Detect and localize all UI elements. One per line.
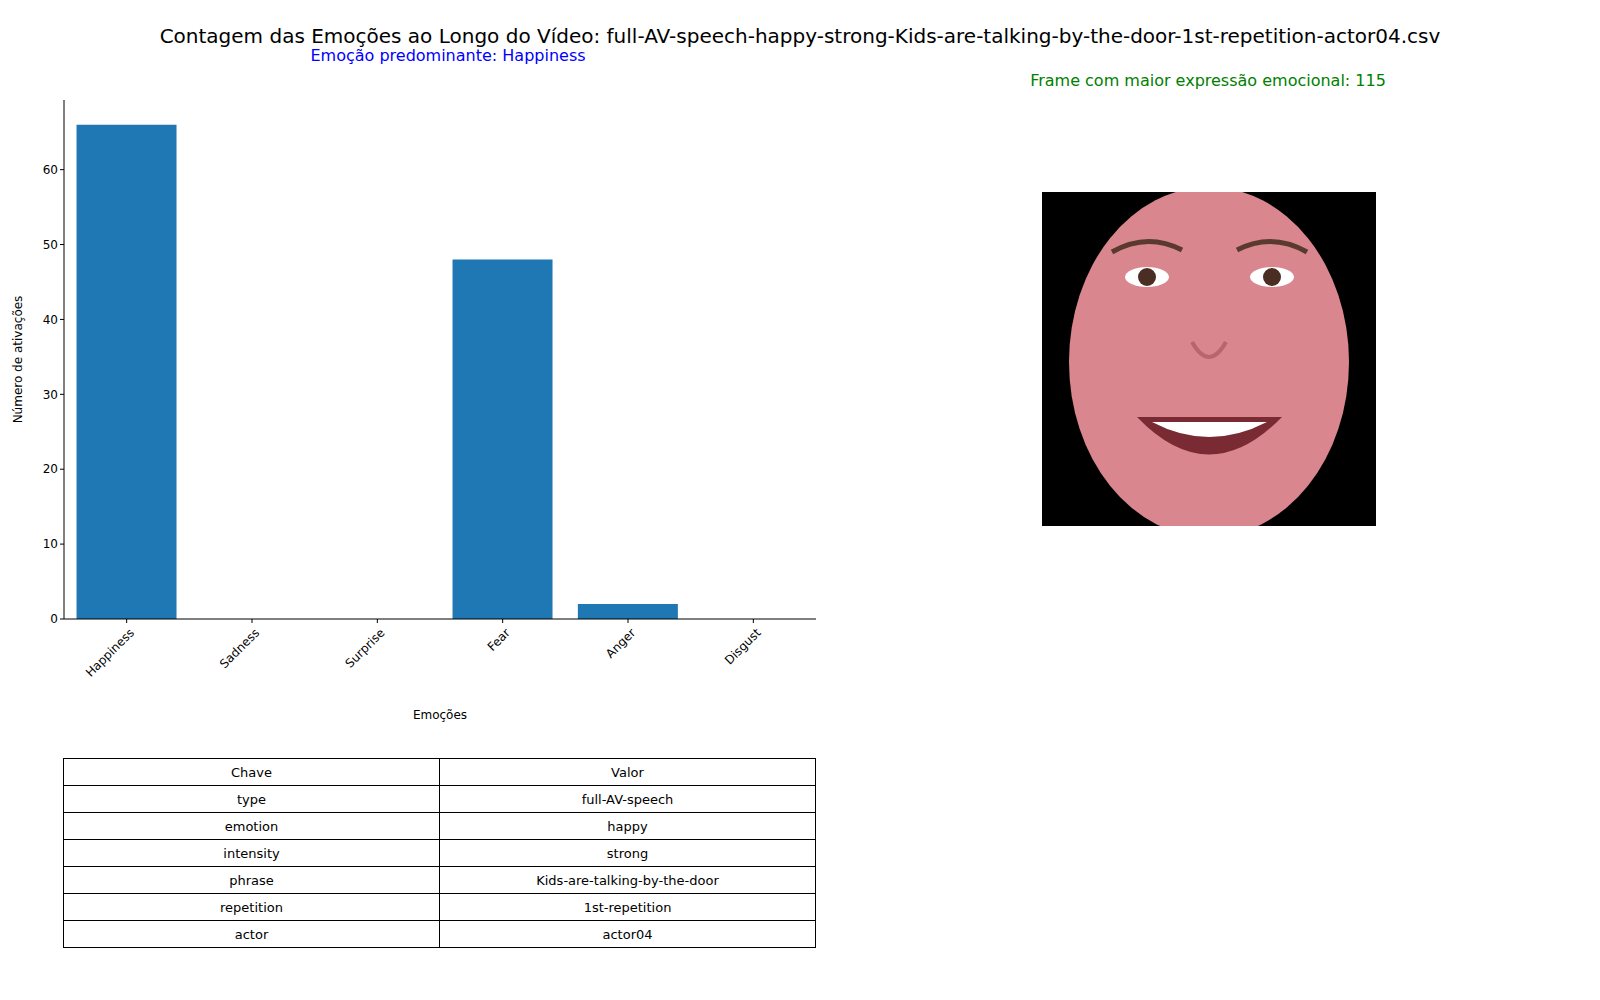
svg-text:60: 60 [43, 163, 58, 177]
html-text:Emoção predominante: Happiness: Emoção predominante: Happiness [310, 46, 586, 65]
html-text:full-AV-speech: full-AV-speech [581, 791, 674, 807]
html-text:phrase: phrase [229, 872, 274, 888]
html-text:repetition: repetition [220, 899, 283, 915]
svg-text:Emoções: Emoções [413, 708, 467, 722]
svg-text:0: 0 [50, 612, 58, 626]
svg-text:10: 10 [43, 537, 58, 551]
svg-text:Anger: Anger [603, 626, 638, 661]
svg-text:30: 30 [43, 388, 58, 402]
html-text:emotion: emotion [224, 818, 279, 834]
svg-text:Fear: Fear [485, 626, 513, 654]
html-text:Frame com maior expressão emoc: Frame com maior expressão emocional: 115 [1030, 71, 1386, 90]
html-text:Kids-are-talking-by-the-door: Kids-are-talking-by-the-door [536, 872, 719, 888]
svg-text:50: 50 [43, 238, 58, 252]
svg-text:Surprise: Surprise [343, 626, 388, 671]
svg-text:Número de ativações: Número de ativações [11, 296, 25, 424]
html-text:actor04: actor04 [602, 926, 653, 942]
svg-text:Sadness: Sadness [217, 626, 262, 671]
svg-text:Happiness: Happiness [83, 626, 137, 680]
html-text:Valor: Valor [611, 764, 644, 780]
html-text:type: type [237, 791, 266, 807]
html-text:intensity: intensity [223, 845, 280, 861]
svg-text:20: 20 [43, 462, 58, 476]
html-text:Contagem das Emoções ao Longo: Contagem das Emoções ao Longo do Vídeo: … [159, 24, 1441, 48]
html-text:happy: happy [607, 818, 648, 834]
svg-text:Disgust: Disgust [722, 625, 764, 667]
html-text:actor: actor [234, 926, 269, 942]
html-text:Chave: Chave [231, 764, 272, 780]
svg-text:40: 40 [43, 313, 58, 327]
html-text:1st-repetition: 1st-repetition [583, 899, 672, 915]
html-text:strong: strong [606, 845, 649, 861]
